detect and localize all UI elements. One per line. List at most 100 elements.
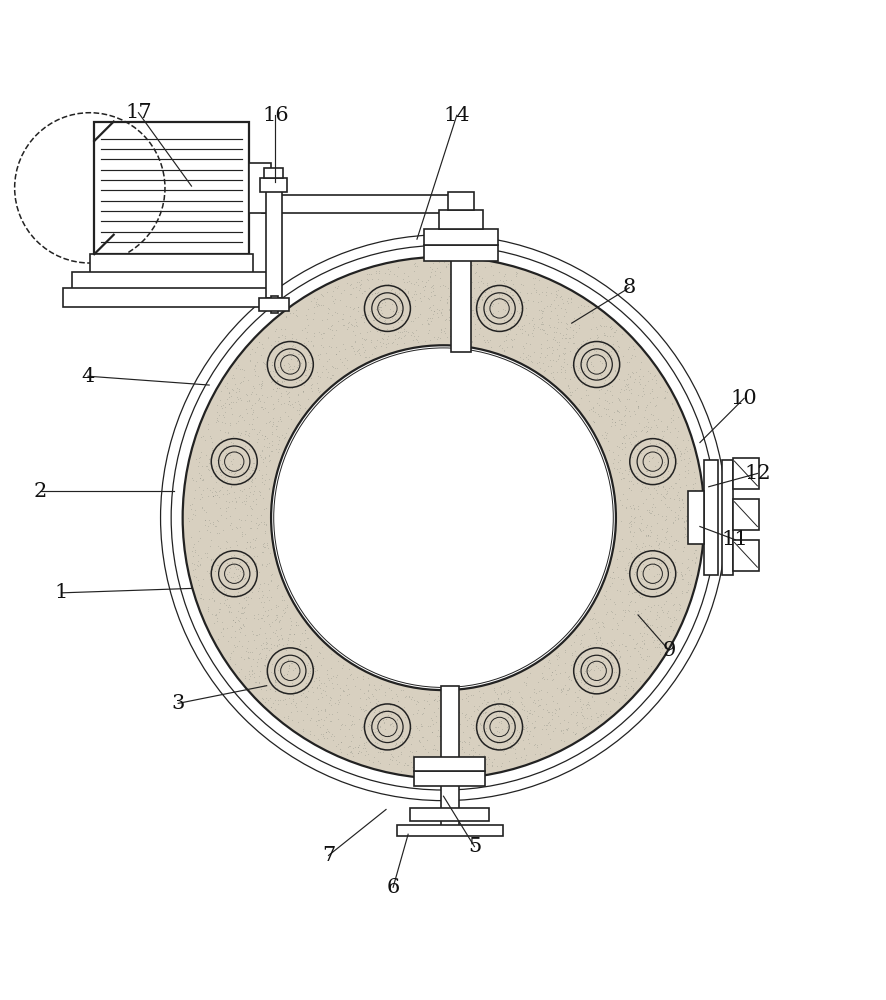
- Point: [252, 564, 266, 580]
- Point: [361, 704, 376, 720]
- Point: [361, 676, 376, 692]
- Point: [589, 327, 603, 343]
- Point: [594, 332, 608, 348]
- Point: [423, 269, 437, 285]
- Point: [631, 587, 645, 603]
- Point: [632, 432, 646, 448]
- Point: [665, 412, 680, 428]
- Point: [583, 401, 597, 417]
- Point: [558, 320, 572, 336]
- Point: [623, 426, 637, 442]
- Point: [600, 425, 614, 441]
- Point: [636, 583, 650, 599]
- Point: [587, 605, 601, 621]
- Point: [319, 687, 333, 703]
- Point: [396, 328, 410, 344]
- Point: [426, 287, 440, 303]
- Point: [270, 637, 284, 653]
- Point: [447, 280, 462, 296]
- Point: [385, 718, 400, 734]
- Point: [358, 734, 372, 750]
- Point: [618, 378, 632, 394]
- Point: [486, 296, 500, 312]
- Point: [633, 423, 647, 439]
- Point: [463, 742, 478, 758]
- Point: [572, 693, 587, 709]
- Point: [507, 708, 521, 724]
- Point: [343, 666, 357, 682]
- Point: [672, 602, 686, 618]
- Point: [562, 380, 576, 396]
- Point: [573, 674, 587, 690]
- Point: [460, 712, 474, 728]
- Point: [205, 606, 219, 622]
- Point: [190, 557, 204, 573]
- Point: [190, 458, 205, 474]
- Point: [602, 647, 617, 663]
- Point: [633, 625, 647, 641]
- Point: [664, 480, 679, 496]
- Point: [428, 287, 442, 303]
- Point: [260, 389, 274, 405]
- Point: [190, 572, 205, 588]
- Point: [240, 596, 254, 612]
- Point: [501, 301, 516, 317]
- Point: [584, 620, 598, 636]
- Point: [347, 678, 361, 694]
- Point: [641, 432, 656, 448]
- Point: [317, 675, 331, 691]
- Point: [370, 319, 385, 335]
- Point: [555, 327, 569, 343]
- Point: [422, 316, 436, 332]
- Point: [247, 357, 261, 373]
- Point: [324, 288, 338, 304]
- Point: [245, 644, 260, 660]
- Point: [262, 652, 276, 668]
- Point: [524, 706, 538, 722]
- Point: [567, 684, 581, 700]
- Point: [639, 527, 653, 543]
- Point: [651, 639, 665, 655]
- Point: [232, 610, 246, 626]
- Point: [470, 709, 484, 725]
- Point: [223, 651, 237, 667]
- Point: [639, 618, 653, 634]
- Point: [284, 704, 298, 720]
- Point: [431, 700, 445, 716]
- Point: [653, 562, 667, 578]
- Point: [328, 360, 342, 376]
- Point: [467, 703, 481, 719]
- Point: [254, 514, 268, 530]
- Point: [513, 284, 527, 300]
- Point: [548, 666, 562, 682]
- Point: [291, 387, 305, 403]
- Point: [469, 290, 483, 306]
- Point: [605, 328, 619, 344]
- Point: [581, 393, 595, 409]
- Point: [665, 622, 680, 638]
- Point: [431, 692, 446, 708]
- Point: [449, 283, 463, 299]
- Point: [342, 308, 356, 324]
- Point: [685, 480, 699, 496]
- Point: [584, 354, 598, 370]
- Point: [507, 717, 521, 733]
- Point: [656, 604, 670, 620]
- Point: [445, 726, 459, 742]
- Point: [260, 439, 274, 455]
- Point: [661, 499, 675, 515]
- Point: [646, 507, 660, 523]
- Point: [291, 617, 305, 633]
- Point: [400, 283, 415, 299]
- Point: [384, 682, 398, 698]
- Point: [574, 354, 588, 370]
- Point: [386, 319, 400, 335]
- Point: [597, 588, 611, 604]
- Point: [546, 371, 560, 387]
- Point: [629, 393, 643, 409]
- Point: [260, 329, 275, 345]
- Point: [271, 329, 285, 345]
- Point: [420, 744, 434, 760]
- Point: [245, 626, 260, 642]
- Point: [398, 688, 412, 704]
